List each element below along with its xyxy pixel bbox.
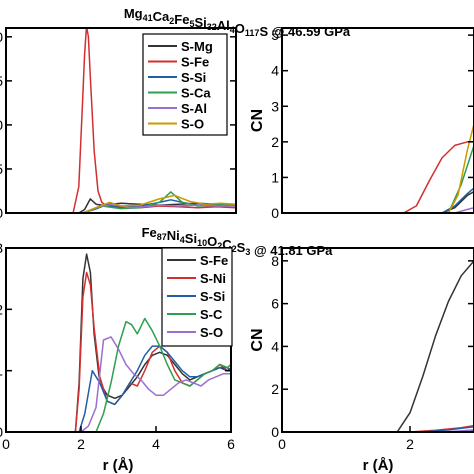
plot-frame xyxy=(281,247,474,433)
x-axis-label: r (Å) xyxy=(103,457,134,474)
x-axis-label: r (Å) xyxy=(363,457,394,474)
y-tick-label: 1 xyxy=(0,363,3,379)
series-line-s-fe xyxy=(6,28,236,213)
y-tick-label: 2 xyxy=(0,301,3,317)
legend-label: S-Mg xyxy=(181,39,213,54)
y-tick-label: 4 xyxy=(271,338,279,354)
y-tick-label: 3 xyxy=(0,240,3,256)
legend: S-Fe S-Ni S-Si S-C S-O xyxy=(161,247,233,347)
x-axis-labels: r (Å) r (Å) xyxy=(103,457,394,474)
legend-label: S-O xyxy=(200,325,223,340)
series-lines xyxy=(6,253,231,432)
legend-label: S-Al xyxy=(181,101,207,116)
legend-box xyxy=(142,33,228,136)
series-line-s-o xyxy=(6,194,236,213)
chart-panel-top-left: 0 5 0 5 20 S-MgS-FeS-SiS-CaS-AlS-O xyxy=(0,27,237,221)
y-tick-label: 5 xyxy=(0,161,3,177)
x-tick-label: 0 xyxy=(2,436,10,452)
y-tick-label: 0 xyxy=(0,205,3,221)
x-tick-label: 4 xyxy=(152,436,160,452)
series-line-s-fe xyxy=(282,260,474,432)
legend: S-MgS-FeS-SiS-CaS-AlS-O xyxy=(142,33,228,136)
chart-panels: 050520S-MgS-FeS-SiS-CaS-AlS-O012345CN012… xyxy=(0,27,474,452)
chart-panel-top-right: 0 1 2 3 4 5 CN xyxy=(249,27,474,221)
series-line-s-mg xyxy=(282,191,474,213)
chart-panel-bottom-left: 0 1 2 3 0 2 4 6 S-Fe S-Ni S-Si S-C S-O xyxy=(0,240,235,452)
legend-label: S-Si xyxy=(181,70,206,85)
x-tick-label: 0 xyxy=(278,436,286,452)
y-tick-label: 0 xyxy=(271,205,279,221)
y-axis-label: CN xyxy=(249,109,266,132)
series-lines xyxy=(282,260,474,432)
series-line-s-al xyxy=(282,206,474,213)
legend-label: S-Ca xyxy=(181,86,211,101)
y-tick-label: 0 xyxy=(0,424,3,440)
legend-label: S-Fe xyxy=(181,55,209,70)
y-tick-label: 0 xyxy=(271,424,279,440)
series-line-s-si xyxy=(6,345,231,432)
plot-frame xyxy=(281,27,474,214)
legend-label: S-Ni xyxy=(200,271,226,286)
series-line-s-si xyxy=(282,187,474,213)
series-line-s-c xyxy=(6,317,231,432)
series-line-s-o xyxy=(6,336,231,432)
plot-frame xyxy=(5,27,237,214)
y-tick-label: 0 xyxy=(0,117,3,133)
series-line-s-fe xyxy=(282,141,474,213)
legend-label: S-Fe xyxy=(200,253,228,268)
x-tick-label: 6 xyxy=(227,436,235,452)
title-box xyxy=(118,0,356,26)
y-tick-label: 5 xyxy=(271,27,279,43)
series-line-s-o xyxy=(282,123,474,213)
legend-label: S-Si xyxy=(200,289,225,304)
y-tick-label: 3 xyxy=(271,98,279,114)
y-tick-label: 6 xyxy=(271,296,279,312)
legend-label: S-C xyxy=(200,307,223,322)
figure-title: Fe87Ni4Si10O2C2S3 @ 41.81 GPa xyxy=(142,225,334,258)
y-tick-label: 20 xyxy=(0,29,3,45)
y-tick-label: 5 xyxy=(0,73,3,89)
series-lines xyxy=(6,28,236,213)
series-line-s-si xyxy=(282,425,474,432)
y-tick-label: 4 xyxy=(271,63,279,79)
y-tick-label: 1 xyxy=(271,169,279,185)
y-axis-label: CN xyxy=(249,328,266,351)
series-lines xyxy=(282,123,474,213)
y-tick-label: 2 xyxy=(271,134,279,150)
x-tick-label: 2 xyxy=(77,436,85,452)
series-line-s-ca xyxy=(282,145,474,213)
x-tick-label: 2 xyxy=(406,436,414,452)
series-line-s-ca xyxy=(6,191,236,213)
chart-panel-bottom-right: 0 2 4 6 8 0 2 CN xyxy=(249,247,474,452)
title-box xyxy=(140,222,336,246)
y-tick-label: 8 xyxy=(271,253,279,269)
figure-titles: Mg41Ca2Fe5Si32Al4O117S @ 46.59 GPaFe87Ni… xyxy=(118,0,356,258)
legend-label: S-O xyxy=(181,117,204,132)
y-tick-label: 2 xyxy=(271,381,279,397)
